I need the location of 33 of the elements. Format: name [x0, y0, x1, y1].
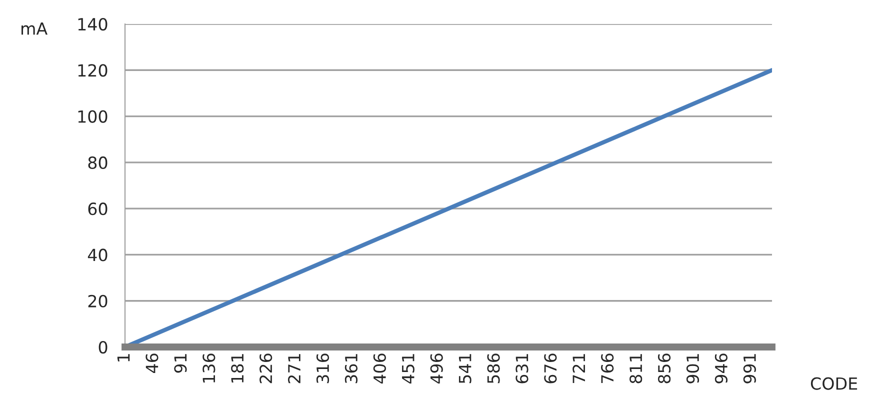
x-tick-label: 721 — [572, 354, 585, 383]
x-tick-label: 496 — [430, 354, 443, 384]
x-tick-label: 676 — [544, 354, 557, 384]
x-tick-label: 46 — [146, 354, 158, 373]
x-tick-label: 136 — [202, 354, 216, 383]
y-axis-title: mA — [22, 22, 48, 35]
x-tick-label: 181 — [231, 354, 244, 383]
x-tick-label: 1 — [117, 354, 130, 362]
x-tick-label: 631 — [516, 354, 528, 384]
y-tick-label: 20 — [88, 294, 108, 308]
x-tick-label: 451 — [402, 354, 414, 384]
x-tick-label: 586 — [487, 354, 500, 384]
x-tick-label: 766 — [601, 354, 614, 383]
y-tick-label: 40 — [88, 248, 108, 262]
y-tick-label: 60 — [88, 202, 108, 216]
y-tick-label: 100 — [78, 110, 108, 123]
x-tick-label: 811 — [630, 354, 642, 384]
y-tick-label: 140 — [78, 18, 108, 31]
x-tick-label: 226 — [260, 354, 272, 384]
y-tick-label: 0 — [98, 340, 108, 354]
x-tick-label: 901 — [686, 354, 700, 384]
x-tick-label: 316 — [316, 354, 330, 384]
x-axis-title: CODE — [810, 377, 858, 390]
x-tick-label: 991 — [743, 354, 756, 384]
y-tick-label: 80 — [88, 156, 108, 169]
x-tick-label: 271 — [288, 354, 300, 384]
y-tick-label: 120 — [78, 64, 108, 77]
x-tick-label: 541 — [458, 354, 472, 384]
x-tick-label: 946 — [714, 354, 728, 384]
x-tick-label: 856 — [658, 354, 671, 384]
x-tick-label: 91 — [174, 354, 187, 373]
x-tick-label: 406 — [373, 354, 386, 384]
x-tick-label: 361 — [344, 354, 358, 384]
